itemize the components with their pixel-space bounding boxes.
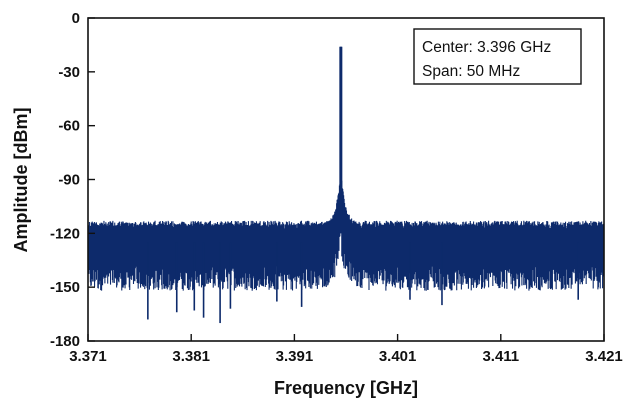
info-box-frame (413, 28, 582, 85)
x-tick-label: 3.391 (276, 348, 314, 365)
span-text: Span: 50 MHz (422, 63, 520, 80)
info-box: Center: 3.396 GHz Span: 50 MHz (413, 28, 582, 85)
y-tick-label: -150 (50, 279, 80, 296)
spectrum-trace-layer (88, 46, 604, 324)
x-tick-label: 3.411 (482, 348, 519, 365)
x-tick-label: 3.421 (585, 348, 623, 365)
axis-ticks (87, 17, 605, 342)
x-tick-label: 3.371 (69, 348, 107, 365)
tick-labels: 3.371 3.381 3.391 3.401 3.411 3.421 0 -30 -60 -90… (50, 10, 623, 365)
y-tick-label: 0 (72, 10, 80, 27)
x-tick-label: 3.401 (379, 348, 417, 365)
y-tick-label: -30 (58, 64, 80, 81)
y-tick-label: -60 (58, 118, 80, 135)
y-tick-label: -90 (58, 172, 80, 189)
x-axis-title: Frequency [GHz] (274, 378, 418, 398)
center-frequency-text: Center: 3.396 GHz (422, 39, 551, 56)
y-axis-title: Amplitude [dBm] (11, 108, 31, 253)
y-tick-label: -120 (50, 225, 80, 242)
x-tick-label: 3.381 (172, 348, 210, 365)
y-tick-label: -180 (50, 333, 80, 350)
spectrum-trace (88, 46, 604, 291)
